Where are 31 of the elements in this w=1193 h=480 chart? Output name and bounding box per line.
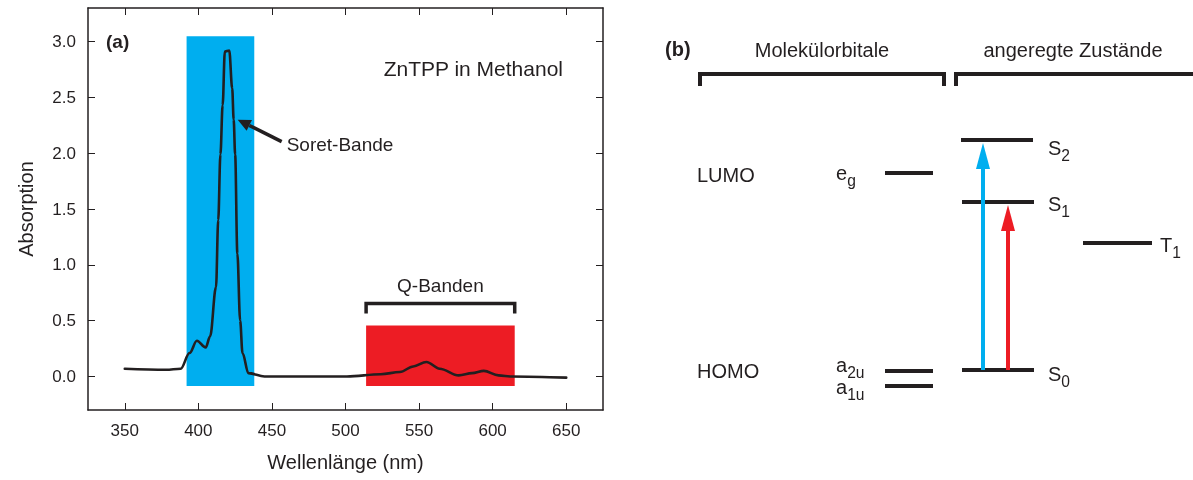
y-axis-title: Absorption — [15, 161, 37, 257]
text: (b) — [665, 38, 691, 60]
y-tick-label: 2.5 — [52, 87, 76, 107]
text: S$_{2}$ — [1048, 137, 1071, 164]
x-tick-label: 500 — [331, 421, 360, 440]
text: LUMO — [697, 164, 755, 186]
y-tick-label: 0.5 — [52, 311, 76, 331]
text: S$_{1}$ — [1048, 193, 1071, 220]
band-label: Q-Banden — [397, 274, 484, 296]
y-tick-label: 3.0 — [52, 32, 76, 51]
x-tick-label: 450 — [257, 421, 287, 440]
text: T$_{1}$ — [1160, 234, 1181, 261]
x-axis-title: Wellenlänge (nm) — [267, 451, 424, 473]
text: HOMO — [697, 360, 760, 382]
x-tick-label: 650 — [552, 421, 581, 440]
text: Molekülorbitale — [754, 39, 890, 61]
text: e$_{g}$ — [836, 162, 856, 189]
y-tick-label: 2.0 — [52, 143, 76, 163]
x-tick-label: 350 — [110, 421, 139, 440]
y-tick-label: 0.0 — [52, 367, 76, 386]
x-tick-label: 550 — [404, 421, 434, 440]
annotation: Soret-Bande — [286, 133, 394, 155]
text: S$_{0}$ — [1048, 363, 1071, 390]
text: angeregte Zustände — [983, 39, 1163, 61]
y-tick-label: 1.0 — [52, 255, 76, 275]
x-tick-label: 600 — [478, 421, 507, 440]
text: a$_{2u}$ — [836, 354, 865, 381]
text: ZnTPP in Methanol — [383, 57, 563, 80]
annotation: (a) — [106, 31, 130, 52]
y-tick-label: 1.5 — [52, 199, 76, 219]
x-tick-label: 400 — [184, 421, 213, 440]
